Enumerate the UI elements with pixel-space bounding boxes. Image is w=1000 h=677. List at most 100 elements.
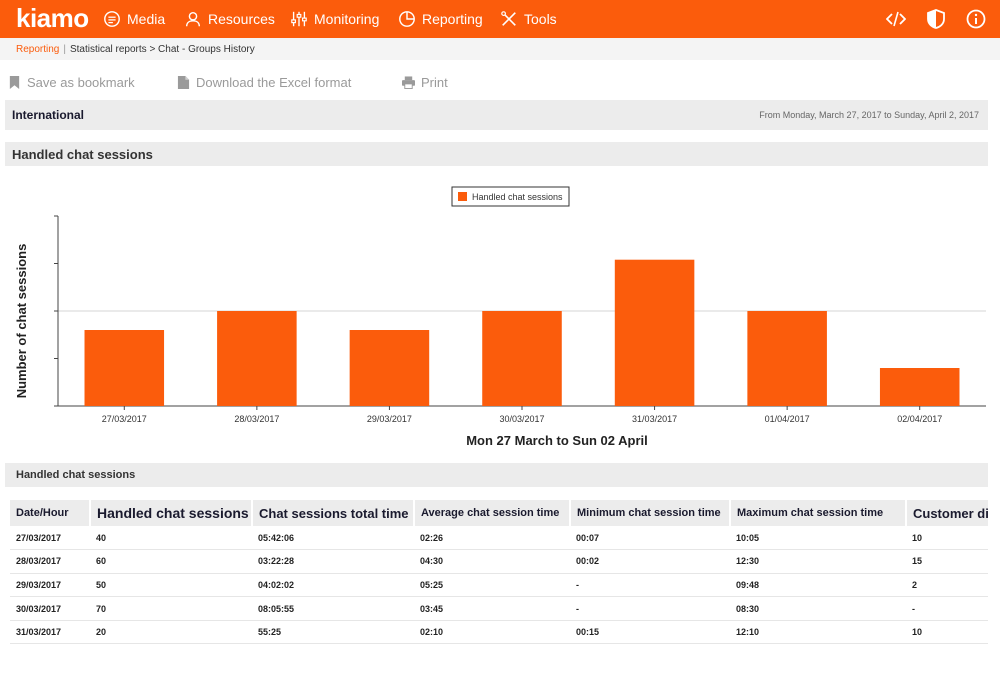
table-cell: 09:48: [730, 573, 906, 598]
nav-monitoring-label: Monitoring: [314, 11, 380, 27]
breadcrumb-path: Statistical reports > Chat - Groups Hist…: [69, 43, 255, 55]
bar-28-03-2017: [217, 311, 297, 406]
reporting-icon: [399, 11, 415, 27]
table-row: 31/03/2017 20 55:25 02:10 00:15 12:10 10: [10, 620, 988, 645]
table-cell: 31/03/2017: [10, 620, 90, 645]
report-date-range: From Monday, March 27, 2017 to Sunday, A…: [759, 110, 979, 120]
resources-icon: [185, 11, 201, 27]
table-cell: 29/03/2017: [10, 573, 90, 598]
bar-27-03-2017: [84, 330, 165, 406]
table-cell: 10: [906, 620, 988, 645]
x-axis-title: Mon 27 March to Sun 02 April: [466, 433, 648, 448]
table-cell: 05:25: [414, 573, 570, 598]
nav-reporting[interactable]: Reporting: [398, 0, 483, 38]
report-group-header: International From Monday, March 27, 201…: [5, 100, 988, 130]
column-header-date[interactable]: Date/Hour: [10, 500, 91, 526]
nav-reporting-label: Reporting: [422, 11, 483, 27]
table-cell: 00:07: [570, 526, 730, 551]
legend-label: Handled chat sessions: [472, 192, 563, 202]
table-cell: 40: [90, 526, 252, 551]
download-excel-button[interactable]: Download the Excel format: [177, 73, 351, 91]
nav-resources-label: Resources: [208, 11, 275, 27]
table-cell: 12:30: [730, 549, 906, 574]
table-cell: -: [570, 596, 730, 621]
breadcrumb-root-link[interactable]: Reporting: [16, 43, 60, 55]
column-header-customer-disconnect[interactable]: Customer disc: [906, 500, 988, 526]
column-header-total-time[interactable]: Chat sessions total time: [252, 500, 415, 526]
save-bookmark-button[interactable]: Save as bookmark: [8, 73, 135, 91]
x-tick-label: 30/03/2017: [499, 414, 544, 424]
table-cell: 20: [90, 620, 252, 645]
table-section-header: Handled chat sessions: [5, 463, 988, 487]
legend-box: [451, 186, 570, 207]
table-cell: 03:22:28: [252, 549, 414, 574]
nav-media-label: Media: [127, 11, 166, 27]
table-cell: 70: [90, 596, 252, 621]
kiamo-logo[interactable]: kiamo: [16, 3, 89, 33]
table-cell: 2: [906, 573, 988, 598]
table-cell: 27/03/2017: [10, 526, 90, 551]
download-excel-label: Download the Excel format: [196, 74, 352, 90]
x-tick-label: 29/03/2017: [367, 414, 412, 424]
table-cell: 10:05: [730, 526, 906, 551]
x-tick-label: 02/04/2017: [897, 414, 942, 424]
table-cell: 55:25: [252, 620, 414, 645]
data-table-container[interactable]: Date/Hour Handled chat sessions Chat ses…: [10, 500, 988, 650]
column-header-average-time[interactable]: Average chat session time: [414, 500, 571, 526]
bar-31-03-2017: [614, 259, 695, 406]
code-icon[interactable]: [886, 9, 906, 29]
info-icon[interactable]: [966, 9, 986, 29]
breadcrumb-separator: |: [63, 43, 66, 55]
x-tick-label: 31/03/2017: [632, 414, 677, 424]
bar-01-04-2017: [747, 311, 827, 406]
table-cell: 03:45: [414, 596, 570, 621]
column-header-maximum-time[interactable]: Maximum chat session time: [730, 500, 907, 526]
column-header-handled[interactable]: Handled chat sessions: [90, 500, 253, 526]
nav-resources[interactable]: Resources: [184, 0, 275, 38]
bar-29-03-2017: [349, 330, 430, 406]
table-row: 27/03/2017 40 05:42:06 02:26 00:07 10:05…: [10, 526, 988, 551]
nav-tools[interactable]: Tools: [500, 0, 557, 38]
x-tick-label: 27/03/2017: [102, 414, 147, 424]
table-cell: 15: [906, 549, 988, 574]
top-navigation-bar: kiamo Media Resources Monitoring Reporti…: [0, 0, 1000, 38]
bookmark-icon: [9, 75, 20, 89]
column-header-minimum-time[interactable]: Minimum chat session time: [570, 500, 731, 526]
table-cell: 05:42:06: [252, 526, 414, 551]
report-group-title: International: [12, 108, 85, 122]
breadcrumb: Reporting | Statistical reports > Chat -…: [0, 38, 1000, 60]
x-tick-label: 01/04/2017: [765, 414, 810, 424]
bar-chart: Handled chat sessions 27/03/2017 28/03/201…: [14, 186, 986, 448]
print-button[interactable]: Print: [402, 73, 448, 91]
table-cell: 12:10: [730, 620, 906, 645]
chart-section-header: Handled chat sessions: [5, 142, 988, 166]
table-cell: 30/03/2017: [10, 596, 90, 621]
table-cell: 02:10: [414, 620, 570, 645]
table-cell: -: [570, 573, 730, 598]
media-icon: [104, 11, 120, 27]
data-table: Date/Hour Handled chat sessions Chat ses…: [10, 500, 988, 645]
table-cell: 60: [90, 549, 252, 574]
table-cell: 02:26: [414, 526, 570, 551]
table-cell: 08:05:55: [252, 596, 414, 621]
x-tick-label: 28/03/2017: [234, 414, 279, 424]
table-cell: 28/03/2017: [10, 549, 90, 574]
monitoring-icon: [291, 11, 307, 27]
table-row: 30/03/2017 70 08:05:55 03:45 - 08:30 -: [10, 596, 988, 621]
nav-media[interactable]: Media: [103, 0, 165, 38]
chart-section-title: Handled chat sessions: [12, 147, 153, 162]
nav-tools-label: Tools: [524, 11, 557, 27]
bar-30-03-2017: [482, 311, 562, 406]
nav-monitoring[interactable]: Monitoring: [290, 0, 379, 38]
table-cell: 04:02:02: [252, 573, 414, 598]
document-icon: [177, 75, 190, 89]
table-header-row: Date/Hour Handled chat sessions Chat ses…: [10, 500, 988, 526]
tools-icon: [501, 11, 516, 26]
legend-swatch: [458, 192, 467, 201]
table-cell: 10: [906, 526, 988, 551]
shield-icon[interactable]: [926, 9, 946, 29]
table-cell: 00:15: [570, 620, 730, 645]
table-section-title: Handled chat sessions: [16, 469, 136, 481]
table-row: 29/03/2017 50 04:02:02 05:25 - 09:48 2: [10, 573, 988, 598]
